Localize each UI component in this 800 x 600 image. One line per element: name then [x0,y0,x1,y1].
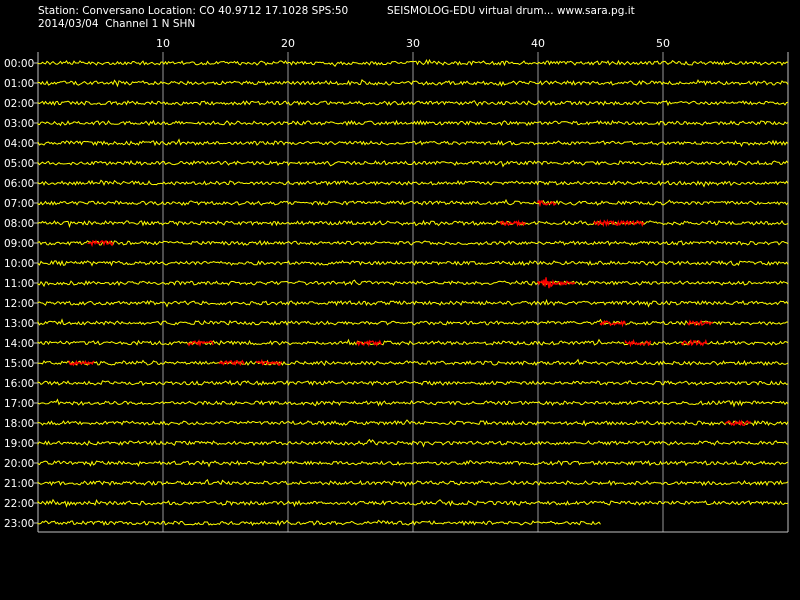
x-tick-label: 40 [531,37,545,50]
hour-label: 07:00 [4,198,34,210]
event-layer [68,199,752,427]
hour-labels: 00:00 01:00 02:00 03:00 04:00 05:00 06:00 07:00… [4,58,38,530]
trace-layer [37,58,789,527]
event-trace [68,359,95,367]
hour-label: 03:00 [4,118,34,130]
trace-line [37,119,789,127]
trace-line [37,100,789,107]
event-trace [356,339,382,347]
event-trace [537,199,557,208]
hour-label: 15:00 [4,358,34,370]
trace-line [37,138,789,148]
x-tick-label: 20 [281,37,295,50]
trace-line [37,219,789,229]
hour-label: 19:00 [4,438,34,450]
hour-label: 14:00 [4,338,34,350]
drum-title: SEISMOLOG-EDU virtual drum... www.sara.p… [387,5,635,17]
trace-line [37,358,789,367]
hour-label: 20:00 [4,458,34,470]
trace-line [37,419,789,427]
hour-label: 09:00 [4,238,34,250]
date-channel-info: 2014/03/04 Channel 1 N SHN [38,18,196,30]
event-trace [681,339,708,347]
trace-line [37,259,789,267]
trace-line [37,58,789,67]
event-trace [593,218,620,228]
trace-line [37,438,789,448]
hour-label: 22:00 [4,498,34,510]
trace-line [37,198,789,206]
hour-label: 05:00 [4,158,34,170]
hour-label: 18:00 [4,418,34,430]
event-trace [499,219,527,227]
x-tick-labels: 10 20 30 40 50 [156,37,670,50]
station-info: Station: Conversano Location: CO 40.9712… [38,5,349,17]
hour-label: 12:00 [4,298,34,310]
hour-label: 06:00 [4,178,34,190]
trace-line [37,519,601,527]
hour-label: 10:00 [4,258,34,270]
trace-line [37,398,789,408]
hour-label: 11:00 [4,278,34,290]
hour-label: 02:00 [4,98,34,110]
event-trace [87,239,114,248]
event-trace [218,359,245,367]
hour-label: 23:00 [4,518,34,530]
x-tick-label: 50 [656,37,670,50]
hour-label: 04:00 [4,138,34,150]
hour-label: 21:00 [4,478,34,490]
trace-line [37,318,789,326]
trace-line [37,239,789,246]
hour-label: 16:00 [4,378,34,390]
hour-label: 13:00 [4,318,34,330]
event-trace [724,419,752,427]
grid-layer [37,52,789,533]
trace-line [37,159,789,168]
event-trace [537,277,576,289]
event-trace [618,219,645,227]
trace-line [37,379,789,387]
trace-line [37,478,789,488]
hour-label: 01:00 [4,78,34,90]
trace-line [37,298,789,308]
event-trace [256,358,283,366]
trace-line [37,179,789,188]
trace-line [37,79,789,88]
x-tick-label: 30 [406,37,420,50]
hour-label: 08:00 [4,218,34,230]
hour-label: 17:00 [4,398,34,410]
trace-line [37,338,789,347]
trace-line [37,459,789,468]
x-tick-label: 10 [156,37,170,50]
trace-line [37,498,789,508]
event-trace [687,319,714,327]
event-trace [187,339,214,347]
hour-label: 00:00 [4,58,34,70]
event-trace [599,319,627,328]
event-trace [624,338,652,348]
trace-line [37,279,789,288]
